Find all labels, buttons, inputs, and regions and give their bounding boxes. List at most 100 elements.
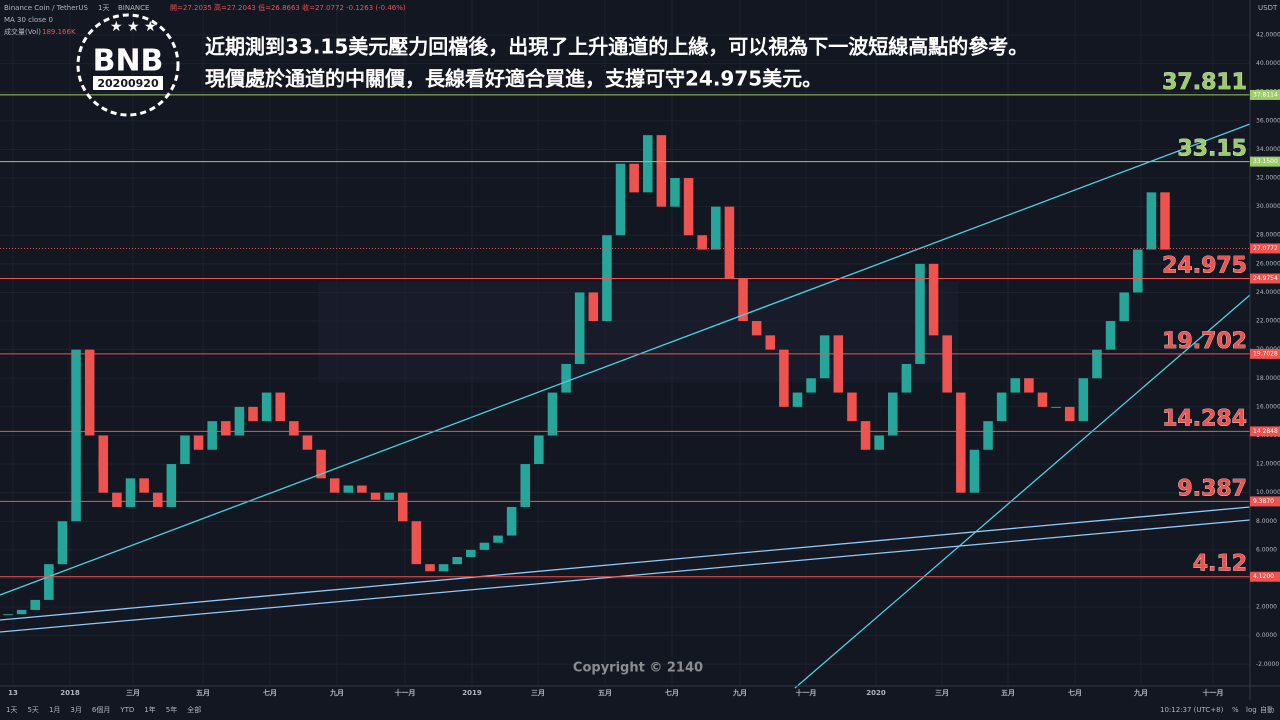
candle: [16, 609, 27, 615]
candle: [1133, 249, 1143, 293]
axis-option[interactable]: log: [1246, 706, 1257, 714]
x-tick-label: 十一月: [395, 688, 416, 697]
trendlines: [0, 123, 1251, 689]
candle: [234, 406, 245, 436]
range-button[interactable]: 1年: [144, 705, 155, 714]
badge-stars: ★ ★ ★: [110, 19, 157, 35]
range-button[interactable]: 5天: [27, 706, 38, 714]
badge-title: BNB: [93, 44, 164, 79]
candle: [139, 478, 149, 493]
range-button[interactable]: 全部: [187, 705, 201, 714]
badge: ★ ★ ★ BNB 20200920: [76, 13, 180, 117]
candle: [928, 263, 939, 336]
candle: [1160, 192, 1170, 250]
candle: [915, 263, 925, 364]
x-tick-label: 十一月: [796, 688, 817, 697]
y-tick-label: 34.0000: [1256, 146, 1280, 153]
range-button[interactable]: 5年: [166, 705, 177, 714]
candle: [343, 485, 354, 493]
candle: [983, 421, 993, 450]
x-tick-label: 五月: [196, 689, 210, 697]
axis-option[interactable]: %: [1232, 706, 1239, 714]
level-label: 4.12: [1193, 552, 1247, 577]
x-tick-label: 五月: [598, 689, 612, 697]
badge-ribbon: [93, 76, 163, 90]
candle: [847, 392, 857, 422]
price-tag: [1250, 243, 1280, 254]
candle: [860, 421, 871, 450]
trend-line: [0, 506, 1251, 621]
price-axis: [1250, 0, 1280, 720]
candle: [479, 542, 490, 550]
candle: [1010, 378, 1021, 393]
channel-upper: [0, 123, 1251, 596]
volume-label: 成交量(Vol): [4, 27, 41, 36]
clock: 10:12:37 (UTC+8): [1160, 706, 1224, 714]
candle: [329, 478, 340, 493]
channel-lower: [794, 294, 1251, 689]
candle: [819, 335, 830, 379]
y-tick-label: 40.0000: [1256, 60, 1280, 67]
x-tick-label: 十一月: [1203, 688, 1224, 697]
candle: [888, 392, 898, 436]
candle: [697, 235, 707, 250]
x-tick-label: 2018: [60, 689, 80, 697]
range-button[interactable]: 1月: [49, 706, 60, 714]
candle: [738, 278, 748, 322]
price-tag: [1250, 156, 1280, 167]
ohlc: 開=27.2035 高=27.2043 低=26.8663 收=27.0772 …: [170, 3, 406, 12]
x-tick-label: 13: [8, 689, 18, 697]
axis-option[interactable]: 自動: [1260, 705, 1274, 714]
toolbar: 1天 5天 1月 3月 6個月 YTD 1年 5年 全部 10:12:37 (UTC+8)% log…: [6, 705, 1274, 714]
range-button[interactable]: 3月: [70, 706, 81, 714]
candle: [1064, 406, 1075, 422]
x-tick-label: 三月: [935, 689, 949, 697]
candle: [1037, 392, 1048, 407]
symbol: Binance Coin / TetherUS: [4, 4, 89, 12]
candle: [57, 521, 68, 565]
range-button[interactable]: 6個月: [92, 705, 110, 714]
candle: [44, 564, 54, 600]
candle: [275, 392, 285, 422]
candle: [1119, 292, 1129, 322]
candle: [561, 363, 571, 393]
candle: [547, 392, 558, 436]
annotation: 近期測到33.15美元壓力回檔後，出現了上升通道的上緣，可以視為下一波短線高點的…: [205, 35, 1028, 59]
candle: [207, 421, 217, 450]
range-button[interactable]: YTD: [119, 706, 134, 714]
candle: [1092, 349, 1102, 379]
y-tick-label: 2.0000: [1256, 604, 1277, 611]
x-tick-label: 九月: [732, 688, 747, 697]
candle: [112, 492, 122, 507]
price-tag-label: 14.2848: [1253, 428, 1278, 435]
candle: [792, 392, 803, 407]
level-label: 37.811: [1162, 70, 1247, 95]
price-tag-label: 9.3870: [1253, 498, 1274, 505]
candle: [1051, 406, 1061, 408]
y-tick-label: 12.0000: [1256, 461, 1280, 468]
copyright: Copyright © 2140: [573, 661, 703, 676]
price-tag-label: 4.1200: [1253, 573, 1274, 580]
currency: USDT: [1258, 4, 1278, 12]
candle: [438, 564, 449, 572]
candle: [1078, 378, 1089, 422]
price-tag-label: 37.8114: [1253, 91, 1278, 98]
y-tick-label: -2.0000: [1256, 661, 1279, 668]
candle: [656, 135, 667, 207]
y-tick-label: 32.0000: [1256, 175, 1280, 182]
candle: [642, 135, 653, 193]
y-tick-label: 8.0000: [1256, 518, 1277, 525]
candle: [615, 163, 626, 236]
price-tag: [1250, 348, 1280, 359]
level-label: 14.284: [1162, 406, 1247, 431]
candle: [452, 557, 462, 565]
price-tag-label: 33.1500: [1253, 158, 1278, 165]
candle: [152, 492, 163, 507]
candle: [683, 178, 694, 236]
annotation: 現價處於通道的中關價，長線看好適合買進，支撐可守24.975美元。: [205, 67, 822, 91]
x-tick-label: 七月: [1068, 688, 1082, 697]
price-tag-label: 19.7028: [1253, 350, 1278, 357]
candle: [724, 206, 735, 279]
levels: 37.811 33.15 24.975 19.702 14.284 9.387 4.12: [0, 70, 1250, 578]
range-button[interactable]: 1天: [6, 706, 17, 714]
